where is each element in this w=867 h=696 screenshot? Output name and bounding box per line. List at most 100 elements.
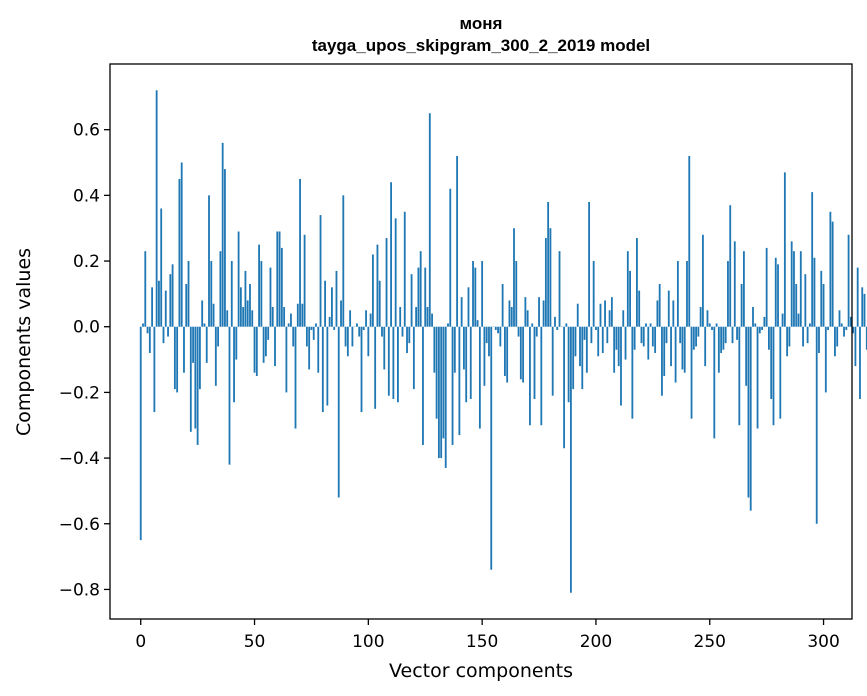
bar-77 xyxy=(315,323,317,327)
bar-226 xyxy=(654,326,657,353)
y-axis-label: Components values xyxy=(13,248,35,436)
x-tick-label: 300 xyxy=(807,632,839,652)
bar-237 xyxy=(679,326,682,344)
bar-15 xyxy=(173,326,176,390)
bar-68 xyxy=(294,326,297,429)
bar-116 xyxy=(403,211,406,327)
bar-0 xyxy=(139,326,142,541)
bar-64 xyxy=(285,326,288,393)
bar-238 xyxy=(681,326,684,370)
bar-288 xyxy=(795,284,798,327)
bar-247 xyxy=(702,234,704,327)
bar-55 xyxy=(265,326,267,357)
bar-80 xyxy=(321,326,324,413)
bar-132 xyxy=(440,326,443,459)
bar-153 xyxy=(488,326,490,357)
bar-293 xyxy=(806,326,809,344)
bar-33 xyxy=(214,326,217,386)
bar-97 xyxy=(360,326,363,413)
x-tick-label: 100 xyxy=(352,632,384,652)
bar-261 xyxy=(733,241,736,327)
bar-118 xyxy=(408,326,411,344)
bar-309 xyxy=(843,326,845,337)
bar-49 xyxy=(251,310,254,327)
bar-230 xyxy=(663,326,666,376)
bar-171 xyxy=(529,326,531,426)
bar-174 xyxy=(535,326,538,337)
bar-21 xyxy=(187,261,190,327)
bar-300 xyxy=(822,284,825,327)
bar-239 xyxy=(683,326,686,373)
bar-3 xyxy=(146,326,149,334)
bar-101 xyxy=(369,313,372,327)
bar-139 xyxy=(456,155,459,327)
bar-251 xyxy=(711,326,713,330)
bar-13 xyxy=(169,274,172,327)
bar-128 xyxy=(431,313,433,327)
bar-224 xyxy=(649,323,652,327)
bar-14 xyxy=(171,264,174,327)
bar-63 xyxy=(283,307,286,327)
bar-5 xyxy=(151,287,154,327)
bar-57 xyxy=(269,267,272,327)
bar-210 xyxy=(617,326,620,367)
bar-257 xyxy=(724,326,727,344)
bar-126 xyxy=(426,307,429,327)
bar-213 xyxy=(624,326,627,360)
bar-255 xyxy=(720,326,723,353)
bar-109 xyxy=(387,326,390,396)
bar-269 xyxy=(752,307,754,327)
bar-79 xyxy=(319,215,322,327)
bar-151 xyxy=(483,326,486,386)
bar-314 xyxy=(854,326,857,367)
bar-141 xyxy=(460,297,463,327)
bar-254 xyxy=(717,326,720,373)
bar-99 xyxy=(365,310,367,327)
bar-48 xyxy=(249,284,251,327)
bar-35 xyxy=(219,251,222,327)
bar-176 xyxy=(540,326,543,426)
bar-253 xyxy=(715,323,718,327)
bar-307 xyxy=(838,310,841,327)
bar-129 xyxy=(433,326,436,373)
bar-287 xyxy=(793,251,795,327)
bar-162 xyxy=(508,300,511,327)
bar-147 xyxy=(474,267,477,327)
bar-240 xyxy=(686,261,688,327)
bar-283 xyxy=(783,172,786,327)
bar-312 xyxy=(849,316,852,327)
bar-232 xyxy=(667,290,670,327)
x-tick-label: 50 xyxy=(244,632,266,652)
bar-298 xyxy=(818,326,820,353)
bar-259 xyxy=(729,205,732,327)
bar-32 xyxy=(212,303,215,327)
bar-26 xyxy=(198,326,201,390)
bar-222 xyxy=(645,323,647,327)
bar-16 xyxy=(176,326,179,393)
bar-235 xyxy=(674,326,677,383)
bar-82 xyxy=(326,326,329,406)
bar-84 xyxy=(331,287,333,327)
bar-165 xyxy=(515,261,518,327)
bar-196 xyxy=(585,326,588,373)
bar-290 xyxy=(799,251,802,327)
bar-193 xyxy=(579,326,581,367)
bar-252 xyxy=(713,326,716,439)
bar-244 xyxy=(695,326,697,347)
bar-119 xyxy=(410,274,413,327)
bar-27 xyxy=(201,300,204,327)
bar-311 xyxy=(847,234,850,327)
bar-223 xyxy=(647,326,650,360)
bar-56 xyxy=(267,326,270,340)
bar-263 xyxy=(738,326,741,426)
bar-6 xyxy=(153,326,156,413)
bar-157 xyxy=(497,326,499,334)
y-tick-label: 0.4 xyxy=(73,186,100,206)
bar-201 xyxy=(597,326,600,357)
bar-199 xyxy=(592,261,595,327)
bar-38 xyxy=(226,310,229,327)
bar-268 xyxy=(749,326,752,511)
bar-61 xyxy=(278,231,281,327)
bar-262 xyxy=(736,326,738,340)
bar-123 xyxy=(419,251,422,327)
